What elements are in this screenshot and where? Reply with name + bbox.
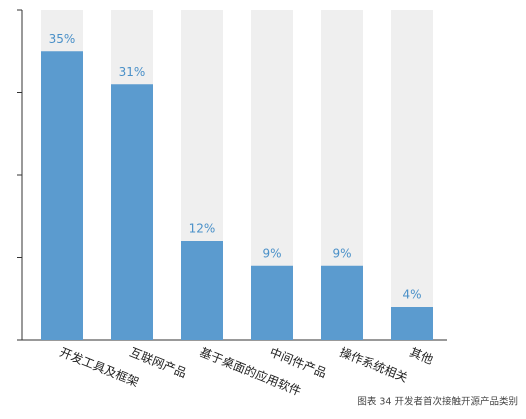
value-label: 9% (332, 246, 351, 260)
bar (321, 265, 363, 340)
bar (41, 51, 83, 340)
bar (251, 265, 293, 340)
value-label: 12% (189, 222, 216, 236)
value-label: 35% (49, 32, 76, 46)
value-label: 9% (262, 246, 281, 260)
x-tick-label: 操作系统相关 (338, 344, 410, 385)
bar-background (391, 10, 433, 340)
x-tick-label: 其他 (408, 345, 436, 367)
x-tick-label: 开发工具及框架 (58, 344, 142, 389)
value-label: 31% (119, 65, 146, 79)
bar (181, 241, 223, 340)
value-label: 4% (402, 288, 421, 302)
bar (391, 307, 433, 340)
caption: 图表 34 开发者首次接触开源产品类别 (357, 396, 518, 408)
bar (111, 84, 153, 340)
